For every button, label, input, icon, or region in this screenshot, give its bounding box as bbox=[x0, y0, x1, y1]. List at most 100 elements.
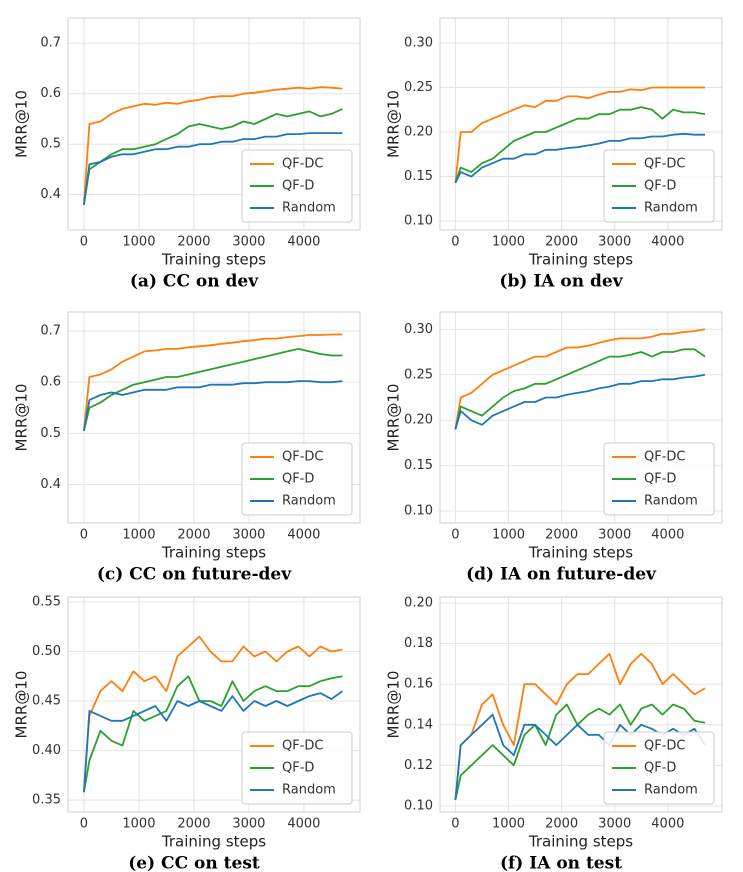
y-tick-label: 0.7 bbox=[40, 36, 61, 51]
x-tick-label: 0 bbox=[451, 235, 459, 250]
y-axis-label: MRR@10 bbox=[13, 90, 31, 158]
panel-caption: (c) CC on future-dev bbox=[97, 565, 292, 585]
y-tick-label: 0.6 bbox=[40, 375, 61, 390]
y-tick-label: 0.25 bbox=[404, 367, 433, 382]
x-tick-label: 4000 bbox=[651, 817, 684, 832]
legend-box bbox=[241, 149, 353, 223]
y-tick-label: 0.20 bbox=[404, 596, 433, 611]
x-axis-label: Training steps bbox=[528, 251, 633, 269]
y-axis-label: MRR@10 bbox=[385, 90, 403, 158]
y-tick-label: 0.16 bbox=[404, 677, 433, 692]
x-tick-label: 2000 bbox=[545, 817, 578, 832]
x-tick-label: 1000 bbox=[492, 235, 525, 250]
series-line bbox=[83, 132, 343, 205]
x-tick-label: 1000 bbox=[122, 235, 155, 250]
x-axis-label: Training steps bbox=[161, 833, 266, 851]
y-tick-label: 0.4 bbox=[40, 187, 61, 202]
y-axis-label: MRR@10 bbox=[13, 671, 31, 739]
x-tick-label: 1000 bbox=[492, 528, 525, 543]
x-axis-label: Training steps bbox=[161, 251, 266, 269]
legend-box bbox=[241, 731, 353, 805]
legend-label: Random bbox=[282, 783, 336, 798]
series-line bbox=[83, 635, 343, 793]
series-line bbox=[83, 380, 343, 431]
y-tick-label: 0.20 bbox=[404, 413, 433, 428]
legend-box bbox=[603, 149, 715, 223]
y-tick-label: 0.30 bbox=[404, 35, 433, 50]
series-line bbox=[454, 106, 706, 184]
x-tick-label: 0 bbox=[80, 528, 88, 543]
y-tick-label: 0.45 bbox=[32, 694, 61, 709]
x-tick-label: 4000 bbox=[651, 235, 684, 250]
y-tick-label: 0.10 bbox=[404, 214, 433, 229]
y-axis-label: MRR@10 bbox=[13, 384, 31, 452]
x-tick-label: 0 bbox=[80, 235, 88, 250]
panel-caption: (d) IA on future-dev bbox=[466, 565, 657, 585]
legend-label: QF-DC bbox=[644, 450, 686, 465]
legend-label: QF-DC bbox=[282, 450, 324, 465]
panel-caption: (f) IA on test bbox=[500, 854, 622, 872]
plot-frame bbox=[67, 596, 361, 813]
x-tick-label: 2000 bbox=[545, 528, 578, 543]
y-tick-label: 0.15 bbox=[404, 458, 433, 473]
y-tick-label: 0.20 bbox=[404, 125, 433, 140]
panel-caption: (a) CC on dev bbox=[130, 272, 259, 292]
legend-box bbox=[241, 442, 353, 516]
series-line bbox=[83, 86, 343, 205]
x-tick-label: 3000 bbox=[232, 528, 265, 543]
series-line bbox=[454, 348, 706, 430]
y-tick-label: 0.40 bbox=[32, 743, 61, 758]
legend-label: Random bbox=[282, 494, 336, 509]
x-tick-label: 1000 bbox=[122, 817, 155, 832]
legend-box bbox=[603, 442, 715, 516]
series-line bbox=[454, 652, 706, 800]
x-tick-label: 4000 bbox=[287, 528, 320, 543]
y-tick-label: 0.18 bbox=[404, 636, 433, 651]
x-tick-label: 2000 bbox=[177, 817, 210, 832]
y-tick-label: 0.15 bbox=[404, 169, 433, 184]
legend-label: QF-DC bbox=[644, 739, 686, 754]
x-tick-label: 4000 bbox=[287, 235, 320, 250]
y-tick-label: 0.5 bbox=[40, 426, 61, 441]
legend-label: QF-DC bbox=[644, 157, 686, 172]
x-tick-label: 3000 bbox=[232, 235, 265, 250]
x-tick-label: 3000 bbox=[232, 817, 265, 832]
series-line bbox=[83, 108, 343, 205]
y-tick-label: 0.30 bbox=[404, 322, 433, 337]
y-tick-label: 0.25 bbox=[404, 80, 433, 95]
x-axis-label: Training steps bbox=[161, 544, 266, 562]
legend-label: QF-D bbox=[282, 472, 314, 487]
x-tick-label: 1000 bbox=[492, 817, 525, 832]
y-axis-label: MRR@10 bbox=[385, 384, 403, 452]
x-tick-label: 4000 bbox=[651, 528, 684, 543]
legend-label: Random bbox=[644, 494, 698, 509]
plot-frame bbox=[439, 311, 723, 524]
y-tick-label: 0.35 bbox=[32, 793, 61, 808]
plot-frame bbox=[439, 17, 723, 231]
legend-label: Random bbox=[644, 783, 698, 798]
y-tick-label: 0.10 bbox=[404, 504, 433, 519]
series-line bbox=[83, 690, 343, 793]
plot-frame bbox=[67, 17, 361, 231]
legend-label: QF-DC bbox=[282, 157, 324, 172]
legend-label: QF-D bbox=[644, 761, 676, 776]
x-tick-label: 2000 bbox=[545, 235, 578, 250]
x-tick-label: 0 bbox=[80, 817, 88, 832]
y-tick-label: 0.5 bbox=[40, 137, 61, 152]
legend-label: Random bbox=[282, 201, 336, 216]
x-axis-label: Training steps bbox=[528, 544, 633, 562]
legend-label: QF-DC bbox=[282, 739, 324, 754]
y-tick-label: 0.50 bbox=[32, 644, 61, 659]
plot-frame bbox=[439, 596, 723, 813]
series-line bbox=[454, 86, 705, 183]
x-tick-label: 3000 bbox=[598, 817, 631, 832]
series-line bbox=[454, 328, 706, 430]
legend-label: Random bbox=[644, 201, 698, 216]
panel-caption: (e) CC on test bbox=[128, 854, 260, 872]
y-tick-label: 0.12 bbox=[404, 758, 433, 773]
legend-label: QF-D bbox=[644, 179, 676, 194]
series-line bbox=[454, 132, 705, 184]
y-tick-label: 0.7 bbox=[40, 323, 61, 338]
y-tick-label: 0.14 bbox=[404, 717, 433, 732]
